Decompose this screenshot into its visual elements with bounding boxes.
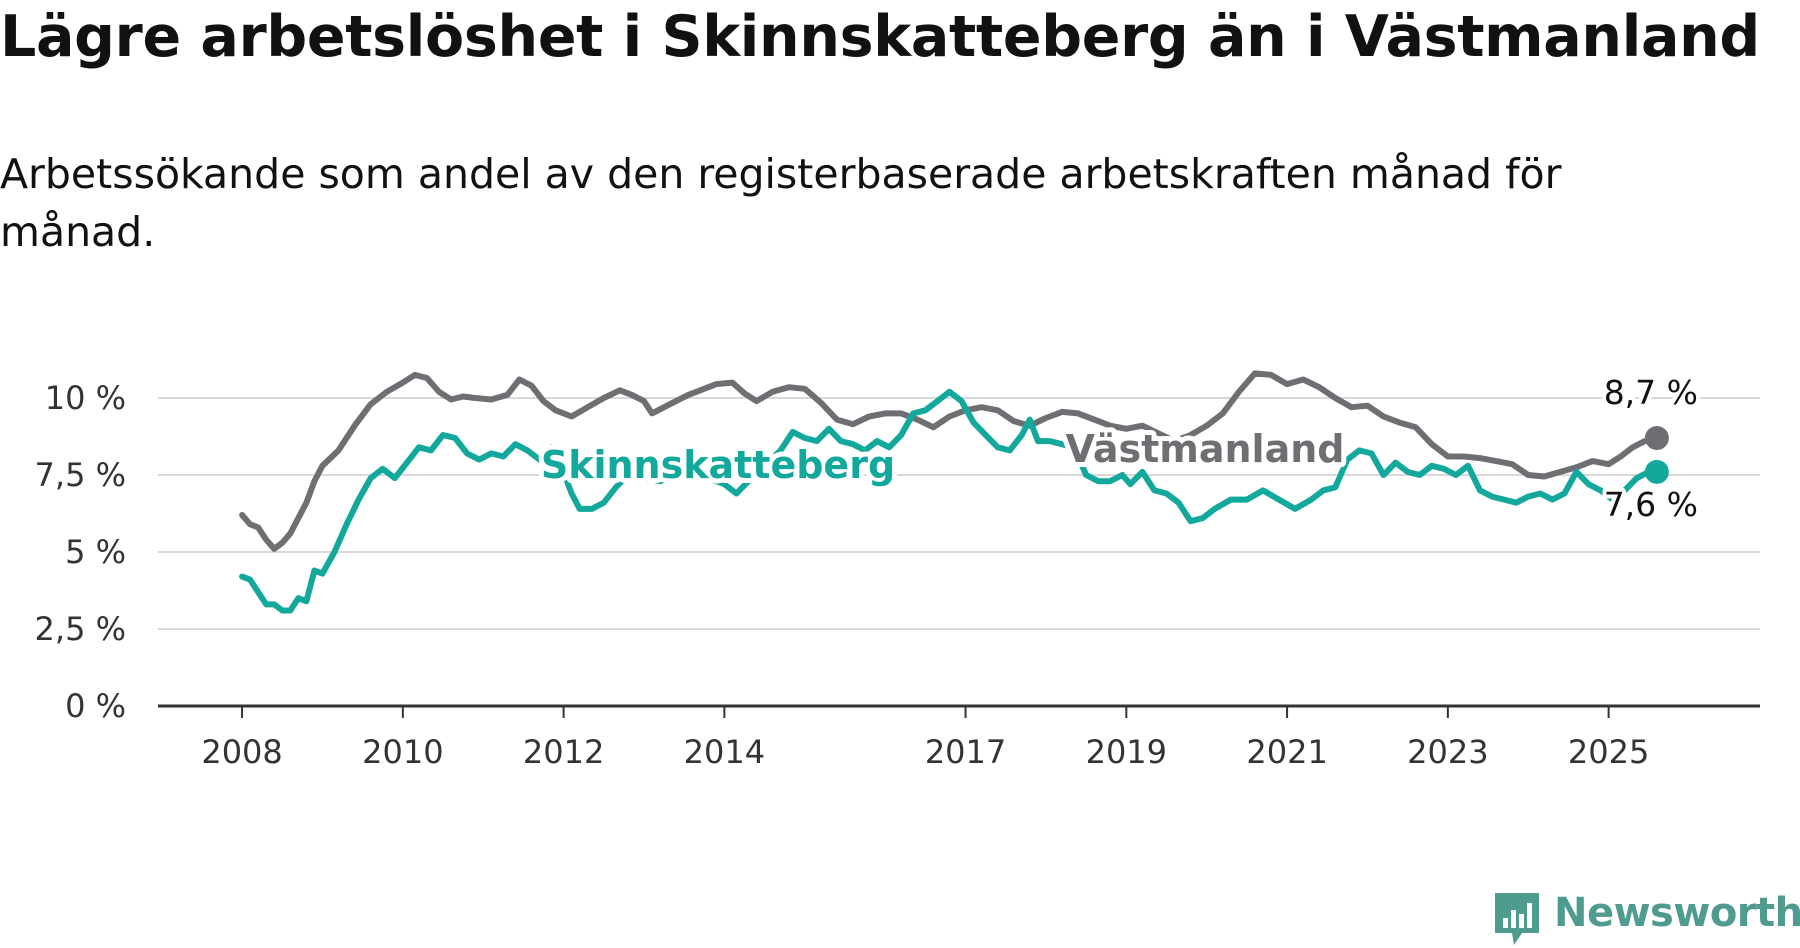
series-lines	[239, 370, 1660, 614]
newsworthy-logo: Newsworthy	[1492, 890, 1800, 945]
end-value-label: 8,7 %	[1604, 373, 1698, 412]
y-tick-label: 2,5 %	[35, 610, 126, 648]
brand-name: Newsworthy	[1554, 890, 1800, 936]
end-markers: 8,7 % 7,6 %	[1600, 369, 1702, 528]
x-tick-label: 2023	[1407, 733, 1488, 771]
series-line-skinnskatteberg	[239, 388, 1660, 614]
series-line-v-stmanland	[239, 370, 1660, 552]
x-tick-label: 2010	[362, 733, 443, 771]
x-tick-label: 2025	[1568, 733, 1649, 771]
x-tick-label: 2008	[201, 733, 282, 771]
gridlines	[158, 397, 1760, 630]
x-tick-label: 2014	[684, 733, 765, 771]
y-tick-label: 10 %	[45, 379, 126, 417]
end-marker	[1644, 459, 1669, 484]
series-labels: Västmanland Skinnskatteberg	[536, 422, 1350, 492]
x-tick-label: 2012	[523, 733, 604, 771]
end-marker	[1644, 426, 1669, 451]
chart-subtitle: Arbetssökande som andel av den registerb…	[0, 150, 1562, 256]
y-axis-tick-labels: 0 % 2,5 % 5 % 7,5 % 10 %	[35, 379, 126, 725]
y-tick-label: 0 %	[65, 687, 126, 725]
x-tick-label: 2017	[925, 733, 1006, 771]
x-tick-label: 2021	[1246, 733, 1327, 771]
y-tick-label: 7,5 %	[35, 456, 126, 494]
end-value-label: 7,6 %	[1604, 485, 1698, 524]
series-label-v-stmanland: Västmanland	[1066, 427, 1345, 471]
bar-chart-icon	[1495, 893, 1539, 945]
y-tick-label: 5 %	[65, 533, 126, 571]
chart-title: Lägre arbetslöshet i Skinnskatteberg än …	[0, 4, 1760, 70]
x-tick-label: 2019	[1086, 733, 1167, 771]
x-axis-ticks: 2008 2010 2012 2014 2017 2019 2021 2023 2025	[201, 706, 1649, 771]
series-label-skinnskatteberg: Skinnskatteberg	[541, 443, 895, 487]
